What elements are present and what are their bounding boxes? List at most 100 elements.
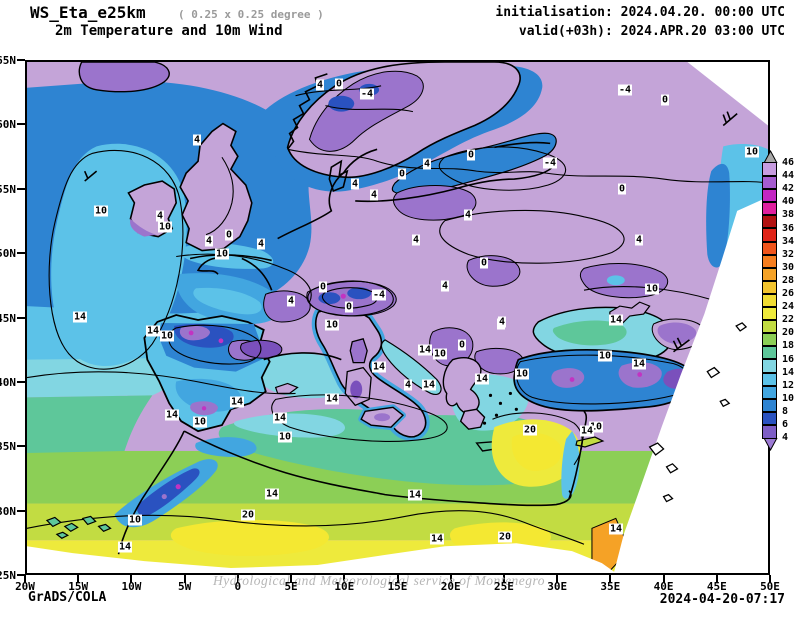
contour-value-label: 4 xyxy=(256,238,266,250)
colorbar-tick-label: 28 xyxy=(782,274,795,286)
contour-value-label: 4 xyxy=(315,79,325,91)
contour-value-label: 14 xyxy=(117,541,133,553)
contour-value-label: 0 xyxy=(397,168,407,180)
contour-value-label: 0 xyxy=(334,78,344,90)
creation-timestamp: 2024-04-20-07:17 xyxy=(659,592,785,607)
contour-value-label: 20 xyxy=(522,424,538,436)
colorbar-tick-label: 16 xyxy=(782,353,795,365)
lon-label: 30E xyxy=(547,580,568,593)
colorbar-arrow-up-icon xyxy=(763,150,778,163)
lon-tick xyxy=(609,575,612,583)
contour-value-label: 20 xyxy=(497,531,513,543)
contour-value-label: -4 xyxy=(371,289,387,301)
lat-tick xyxy=(17,509,25,512)
colorbar-segment xyxy=(762,188,777,204)
colorbar-segment xyxy=(762,201,777,217)
lat-tick xyxy=(17,380,25,383)
colorbar-segment xyxy=(762,240,777,256)
colorbar-segment xyxy=(762,397,777,413)
contour-value-label: 14 xyxy=(474,373,490,385)
contour-value-label: 14 xyxy=(421,379,437,391)
colorbar-tick-label: 26 xyxy=(782,288,795,299)
lon-tick xyxy=(24,575,26,583)
lat-tick xyxy=(17,252,25,255)
contour-value-label: 0 xyxy=(224,229,234,241)
lat-label: 25N xyxy=(0,569,16,582)
colorbar-segment xyxy=(762,279,777,295)
lon-tick xyxy=(343,575,346,583)
colorbar-tick-label: 10 xyxy=(782,392,795,404)
lon-tick xyxy=(290,575,293,583)
colorbar-tick-label: 30 xyxy=(782,261,795,273)
lat-tick xyxy=(17,316,25,319)
contour-value-label: 14 xyxy=(164,409,180,421)
colorbar-tick-label: 38 xyxy=(782,209,795,221)
contour-value-label: 10 xyxy=(277,431,293,443)
lon-label: 15E xyxy=(387,580,408,593)
lon-tick xyxy=(236,575,239,583)
lon-tick xyxy=(715,575,718,583)
model-name: WS_Eta_e25km xyxy=(30,3,146,22)
colorbar-segment xyxy=(762,319,777,335)
colorbar-tick-label: 42 xyxy=(782,183,795,195)
contour-value-label: 10 xyxy=(588,421,604,433)
colorbar-tick-label: 8 xyxy=(782,405,789,417)
contour-value-label: 14 xyxy=(229,396,245,408)
lon-label: 20E xyxy=(440,580,461,593)
colorbar-segment xyxy=(762,253,777,269)
colorbar-tick-label: 24 xyxy=(782,301,795,313)
watermark: Hydrological and Meteorological service … xyxy=(213,573,546,588)
colorbar-segment xyxy=(762,371,777,387)
map-title: 2m Temperature and 10m Wind xyxy=(55,23,283,39)
contour-value-label: 4 xyxy=(350,178,360,190)
lon-label: 10W xyxy=(121,580,142,593)
contour-value-label: -4 xyxy=(359,88,375,100)
model-resolution: ( 0.25 x 0.25 degree ) xyxy=(178,8,324,21)
temperature-map: 4 0 -4 4 10 4 10 0 4 4 10 0 4 0 4 4 -4 0 0 4 0 -4 0 4 4 4 0 4 10 10 -4… xyxy=(25,60,770,575)
lon-label: 50E xyxy=(760,580,780,593)
colorbar-tick-label: 40 xyxy=(782,196,795,208)
lat-label: 30N xyxy=(0,504,16,518)
lon-label: 10E xyxy=(334,580,355,593)
colorbar-segment xyxy=(762,214,777,230)
contour-value-label: 4 xyxy=(403,379,413,391)
contour-value-label: 0 xyxy=(479,257,489,269)
colorbar-tick-label: 12 xyxy=(782,379,795,391)
colorbar-tick-label: 4 xyxy=(782,432,789,444)
lat-label: 60N xyxy=(0,118,16,132)
contour-value-label: 0 xyxy=(466,149,476,161)
colorbar-arrow-down-icon xyxy=(763,437,778,451)
colorbar-segment xyxy=(762,292,777,309)
colorbar-tick-label: 20 xyxy=(782,327,795,339)
lat-label: 55N xyxy=(0,182,16,196)
contour-value-label: 10 xyxy=(597,350,613,362)
lon-label: 25E xyxy=(493,580,514,593)
lon-label: 15W xyxy=(68,580,89,593)
contour-value-label: 10 xyxy=(214,248,230,260)
contour-value-label: 4 xyxy=(155,210,165,222)
run-info: initialisation: 2024.04.20. 00:00 UTC va… xyxy=(495,3,785,41)
contour-value-label: 4 xyxy=(286,295,296,307)
lon-tick xyxy=(769,575,771,583)
contour-value-label: 14 xyxy=(429,533,445,545)
lon-tick xyxy=(502,575,505,583)
lon-label: 45E xyxy=(706,580,727,593)
contour-value-label: -4 xyxy=(542,157,558,169)
contour-value-label: 4 xyxy=(440,280,450,292)
lat-tick xyxy=(17,59,25,61)
lat-label: 40N xyxy=(0,375,16,389)
lon-tick xyxy=(77,575,80,583)
colorbar-segment xyxy=(762,423,777,439)
colorbar-segment xyxy=(762,306,777,322)
colorbar-segment xyxy=(762,384,777,400)
contour-value-label: 4 xyxy=(422,158,432,170)
colorbar-tick-label: 34 xyxy=(782,235,795,247)
temperature-map-svg xyxy=(27,62,768,573)
colorbar-tick-label: 6 xyxy=(782,419,789,430)
lon-tick xyxy=(662,575,665,583)
contour-value-label: 4 xyxy=(497,316,507,328)
lon-tick xyxy=(449,575,452,583)
colorbar-tick-label: 36 xyxy=(782,222,795,234)
lat-tick xyxy=(17,574,25,576)
